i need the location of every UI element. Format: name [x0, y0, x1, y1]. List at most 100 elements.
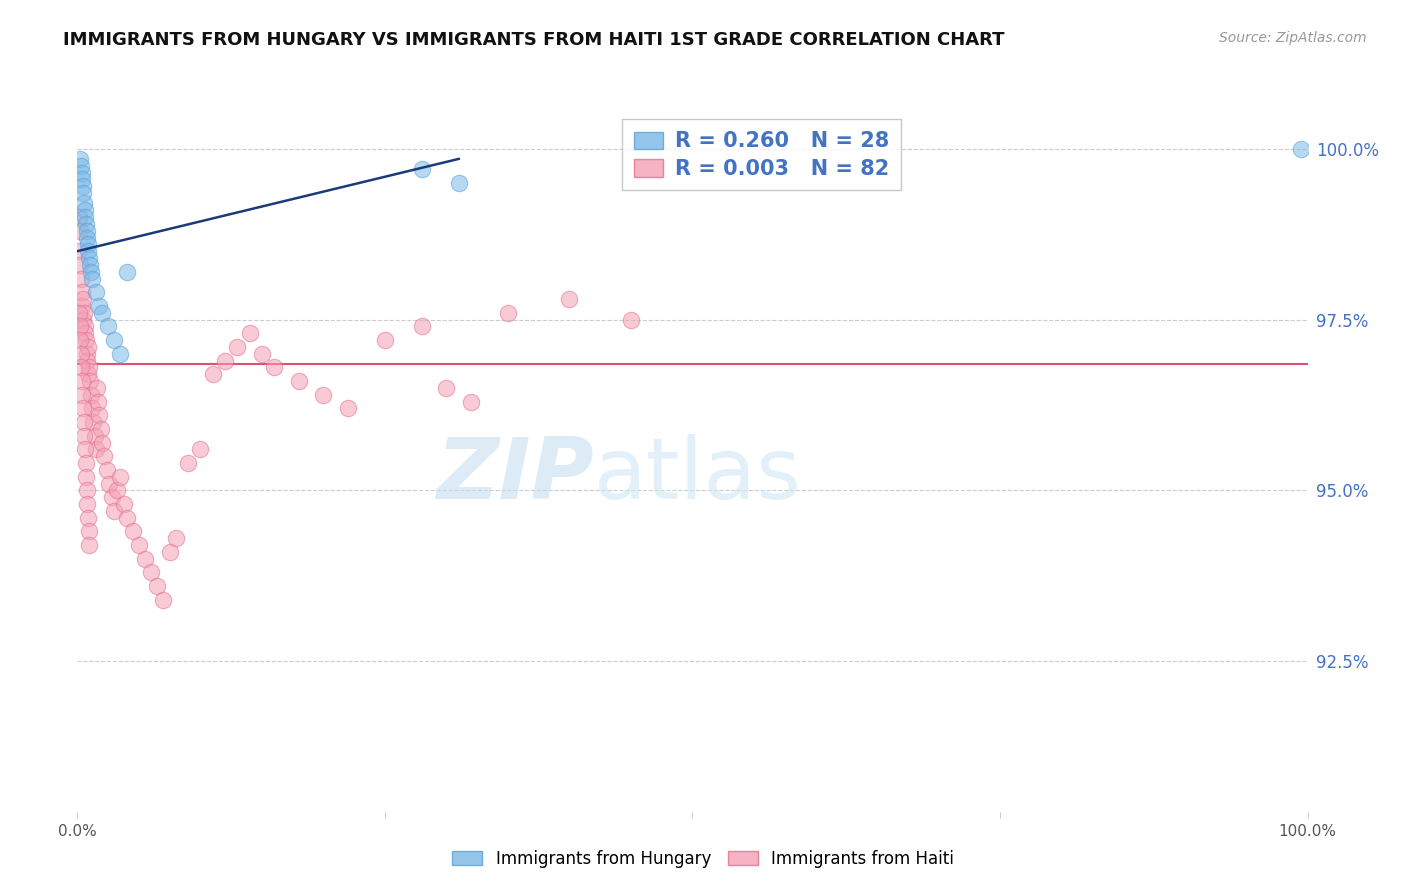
Point: [67, 244, 90, 259]
Point: [84, 442, 107, 457]
Text: atlas: atlas: [595, 434, 801, 516]
Point: [152, 592, 174, 607]
Point: [84, 285, 107, 300]
Point: [77, 251, 100, 265]
Point: [75, 217, 97, 231]
Point: [83, 429, 105, 443]
Point: [89, 409, 111, 423]
Point: [75, 326, 97, 341]
Point: [76, 224, 98, 238]
Point: [70, 159, 93, 173]
Text: IMMIGRANTS FROM HUNGARY VS IMMIGRANTS FROM HAITI 1ST GRADE CORRELATION CHART: IMMIGRANTS FROM HUNGARY VS IMMIGRANTS FR…: [63, 31, 1005, 49]
Point: [87, 394, 110, 409]
Point: [134, 551, 156, 566]
Point: [103, 504, 125, 518]
Legend: R = 0.260   N = 28, R = 0.003   N = 82: R = 0.260 N = 28, R = 0.003 N = 82: [623, 120, 901, 190]
Point: [70, 165, 93, 179]
Point: [146, 579, 169, 593]
Point: [72, 312, 94, 326]
Point: [110, 469, 132, 483]
Point: [77, 510, 100, 524]
Point: [263, 360, 285, 375]
Point: [72, 388, 94, 402]
Point: [460, 394, 482, 409]
Point: [112, 497, 135, 511]
Point: [115, 265, 138, 279]
Point: [82, 271, 104, 285]
Point: [69, 224, 91, 238]
Point: [70, 172, 93, 186]
Point: [337, 401, 360, 416]
Point: [77, 340, 100, 354]
Point: [73, 442, 96, 457]
Point: [97, 319, 120, 334]
Point: [79, 374, 101, 388]
Point: [82, 415, 104, 429]
Point: [77, 524, 100, 539]
Point: [73, 415, 96, 429]
Point: [75, 210, 97, 224]
Legend: Immigrants from Hungary, Immigrants from Haiti: Immigrants from Hungary, Immigrants from…: [446, 844, 960, 875]
Point: [72, 292, 94, 306]
Point: [76, 368, 98, 382]
Point: [69, 333, 91, 347]
Point: [79, 258, 101, 272]
Point: [82, 401, 104, 416]
Point: [411, 319, 433, 334]
Point: [70, 360, 93, 375]
Point: [73, 429, 96, 443]
Point: [98, 476, 121, 491]
Point: [214, 353, 236, 368]
Point: [121, 524, 143, 539]
Point: [76, 497, 98, 511]
Point: [165, 531, 187, 545]
Point: [110, 347, 132, 361]
Point: [201, 368, 224, 382]
Point: [70, 285, 93, 300]
Point: [70, 271, 93, 285]
Point: [128, 538, 150, 552]
Point: [70, 374, 93, 388]
Point: [288, 374, 311, 388]
Point: [1291, 142, 1313, 156]
Point: [620, 312, 643, 326]
Point: [76, 237, 98, 252]
Point: [73, 196, 96, 211]
Text: Source: ZipAtlas.com: Source: ZipAtlas.com: [1219, 31, 1367, 45]
Point: [177, 456, 200, 470]
Point: [75, 469, 97, 483]
Point: [226, 340, 249, 354]
Point: [77, 244, 100, 259]
Text: ZIP: ZIP: [436, 434, 595, 516]
Point: [72, 401, 94, 416]
Point: [93, 449, 115, 463]
Point: [411, 162, 433, 177]
Point: [76, 353, 98, 368]
Point: [73, 319, 96, 334]
Point: [69, 152, 91, 166]
Point: [96, 463, 118, 477]
Point: [115, 510, 138, 524]
Point: [105, 483, 128, 498]
Point: [436, 381, 458, 395]
Point: [72, 186, 94, 200]
Point: [312, 388, 335, 402]
Point: [76, 230, 98, 244]
Point: [141, 566, 163, 580]
Point: [89, 299, 111, 313]
Point: [239, 326, 262, 341]
Point: [76, 483, 98, 498]
Point: [69, 347, 91, 361]
Point: [70, 299, 93, 313]
Point: [101, 490, 124, 504]
Point: [447, 176, 470, 190]
Point: [73, 306, 96, 320]
Point: [69, 258, 91, 272]
Point: [374, 333, 396, 347]
Point: [188, 442, 212, 457]
Point: [90, 435, 114, 450]
Point: [67, 306, 90, 320]
Point: [76, 347, 98, 361]
Point: [103, 333, 125, 347]
Point: [90, 422, 112, 436]
